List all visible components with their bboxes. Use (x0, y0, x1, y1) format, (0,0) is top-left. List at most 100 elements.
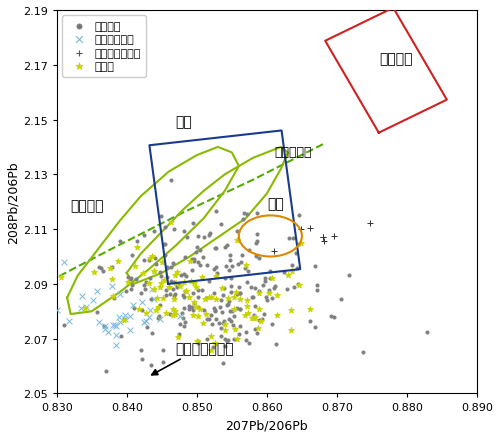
Point (185, 306, 193, 313)
Point (288, 262, 296, 269)
Point (218, 285, 226, 292)
Point (142, 324, 150, 331)
Point (166, 177, 174, 184)
Point (146, 307, 154, 314)
Point (193, 244, 201, 251)
Point (250, 315, 258, 322)
Point (110, 295, 118, 302)
Point (260, 311, 268, 318)
Point (227, 275, 235, 282)
Point (246, 340, 254, 347)
Point (289, 235, 297, 242)
Point (166, 291, 174, 298)
Point (224, 242, 232, 249)
Point (194, 259, 202, 266)
Point (146, 314, 154, 321)
Point (146, 255, 154, 262)
Point (248, 314, 256, 321)
Point (182, 288, 190, 295)
Point (220, 401, 228, 408)
Point (190, 258, 198, 265)
Point (188, 304, 196, 311)
Point (250, 294, 258, 301)
Point (140, 257, 147, 264)
Point (330, 314, 338, 321)
Point (150, 286, 158, 293)
Point (186, 278, 194, 285)
Point (136, 306, 143, 313)
Point (234, 291, 241, 298)
Point (228, 307, 236, 314)
Point (247, 283, 255, 290)
Point (196, 247, 204, 254)
Point (228, 262, 236, 269)
Point (138, 307, 146, 314)
Point (124, 279, 132, 286)
Point (222, 321, 230, 328)
Point (190, 256, 198, 263)
Point (112, 323, 120, 330)
Point (202, 316, 210, 323)
Point (178, 291, 186, 298)
Point (157, 280, 165, 287)
Point (142, 318, 150, 325)
Point (208, 332, 216, 339)
Point (218, 308, 226, 315)
Point (198, 320, 206, 327)
Point (213, 270, 221, 277)
Point (256, 317, 264, 324)
Point (181, 319, 189, 326)
Point (150, 295, 158, 302)
Point (126, 327, 134, 334)
Point (164, 265, 172, 272)
Point (170, 311, 178, 318)
Point (251, 314, 259, 321)
Point (173, 268, 181, 276)
Point (244, 309, 252, 316)
Point (218, 325, 226, 332)
Point (94, 309, 102, 316)
Point (106, 265, 114, 272)
Point (219, 360, 227, 367)
Point (139, 269, 147, 276)
Point (180, 305, 188, 312)
Point (227, 318, 235, 325)
Point (210, 304, 218, 311)
Point (212, 208, 220, 215)
Point (265, 290, 273, 297)
Point (170, 291, 178, 298)
Point (192, 284, 200, 291)
Point (217, 221, 225, 228)
Point (188, 267, 196, 274)
Point (223, 302, 231, 309)
Point (220, 285, 228, 292)
Point (292, 250, 300, 257)
Point (194, 286, 202, 293)
Point (236, 290, 244, 297)
Point (320, 238, 328, 245)
Point (255, 306, 263, 313)
Point (164, 284, 172, 291)
Point (108, 293, 116, 300)
Point (199, 254, 207, 261)
Point (286, 235, 294, 242)
Point (121, 315, 129, 322)
Point (190, 307, 198, 314)
Point (121, 311, 129, 318)
Point (160, 347, 168, 354)
Point (178, 310, 186, 317)
Point (128, 252, 136, 259)
Point (60, 258, 68, 265)
Point (170, 279, 178, 286)
Point (203, 262, 211, 269)
Point (198, 274, 205, 281)
Point (202, 311, 210, 318)
Point (66, 318, 74, 325)
Point (156, 316, 164, 323)
Point (188, 312, 196, 319)
Point (78, 293, 86, 300)
Point (148, 286, 156, 293)
Point (162, 292, 170, 299)
Point (112, 332, 120, 339)
Point (319, 234, 327, 241)
